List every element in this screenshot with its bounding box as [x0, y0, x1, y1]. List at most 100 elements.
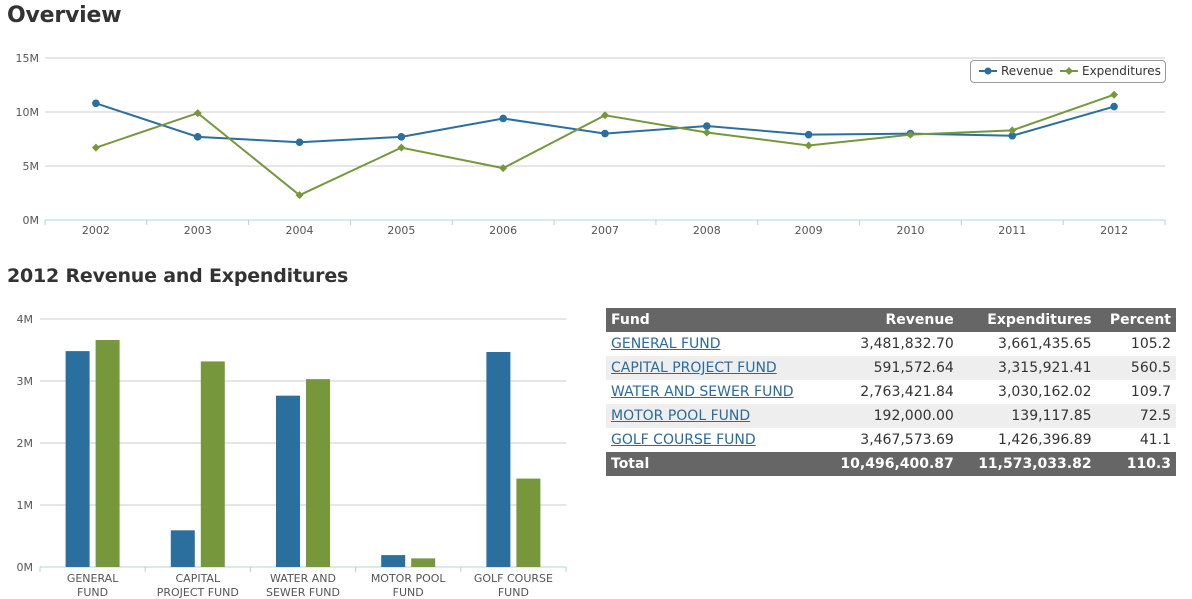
fund-link-capital-project[interactable]: CAPITAL PROJECT FUND	[611, 360, 777, 376]
legend-item-expenditures[interactable]: Expenditures	[1060, 64, 1161, 78]
data-point-expenditures	[1008, 126, 1017, 135]
fund-cell: WATER AND SEWER FUND	[606, 380, 821, 404]
y-tick-label: 4M	[17, 313, 34, 326]
expenditures-cell: 3,661,435.65	[998, 336, 1092, 352]
section-title: 2012 Revenue and Expenditures	[7, 265, 349, 287]
chart-legend[interactable]: Revenue Expenditures	[970, 60, 1166, 83]
data-point-expenditures	[1110, 90, 1119, 99]
x-tick-label: FUND	[77, 586, 108, 599]
revenue-cell: 591,572.64	[873, 360, 954, 376]
x-tick-label: CAPITAL	[175, 572, 220, 585]
x-tick-label: 2011	[998, 224, 1026, 237]
overview-line-chart: 0M 5M 10M 15M 2002 2003 2004 2005 2006 2007 2008 20…	[16, 52, 1166, 237]
expenditures-cell: 3,030,162.02	[998, 384, 1092, 400]
table-row: WATER AND SEWER FUND 2,763,421.84 3,030,…	[606, 380, 1176, 404]
bar-revenue	[381, 555, 406, 567]
bar-revenue	[276, 395, 300, 567]
data-point-revenue	[295, 138, 304, 147]
total-revenue: 10,496,400.87	[821, 452, 959, 476]
data-point-revenue	[397, 133, 406, 141]
fund-link-general[interactable]: GENERAL FUND	[611, 336, 721, 352]
revenue-cell: 192,000.00	[873, 408, 954, 424]
data-point-expenditures	[702, 128, 711, 137]
x-tick-label: 2010	[896, 224, 924, 237]
percent-cell: 72.5	[1139, 408, 1171, 424]
x-tick-label: PROJECT FUND	[157, 586, 239, 599]
fund-link-motor-pool[interactable]: MOTOR POOL FUND	[611, 408, 751, 424]
fund-cell: CAPITAL PROJECT FUND	[606, 356, 821, 380]
fund-table: Fund Revenue Expenditures Percent GENERA…	[606, 308, 1176, 476]
column-header-expenditures[interactable]: Expenditures	[958, 308, 1097, 332]
expenditures-legend-marker-icon	[1060, 67, 1078, 75]
x-tick-label: FUND	[393, 586, 424, 599]
data-point-expenditures	[906, 130, 915, 139]
x-tick-label: 2002	[82, 224, 110, 237]
data-point-revenue	[601, 129, 609, 138]
percent-cell: 109.7	[1130, 384, 1171, 400]
revenue-cell: 3,467,573.69	[860, 432, 954, 448]
x-tick-label: GENERAL	[67, 572, 119, 585]
legend-item-revenue[interactable]: Revenue	[979, 64, 1053, 78]
y-tick-label: 0M	[17, 561, 34, 574]
total-label: Total	[606, 452, 822, 476]
table-row: GOLF COURSE FUND 3,467,573.69 1,426,396.…	[606, 428, 1176, 452]
table-header-row: Fund Revenue Expenditures Percent	[606, 308, 1176, 332]
legend-label-expenditures: Expenditures	[1082, 64, 1161, 78]
total-expenditures: 11,573,033.82	[958, 452, 1097, 476]
series-line-expenditures	[95, 93, 1115, 197]
x-tick-label: 2007	[591, 224, 619, 237]
data-point-expenditures	[397, 143, 406, 152]
data-point-revenue	[1110, 102, 1118, 111]
x-tick-label: GOLF COURSE	[474, 572, 553, 585]
data-point-revenue	[499, 114, 507, 123]
data-point-revenue	[1008, 131, 1017, 140]
table-row: MOTOR POOL FUND 192,000.00 139,117.85 72…	[606, 404, 1176, 428]
x-tick-label: WATER AND	[270, 572, 336, 585]
x-tick-label: SEWER FUND	[266, 586, 340, 599]
x-tick-label: 2009	[795, 224, 823, 237]
revenue-cell: 3,481,832.70	[860, 336, 954, 352]
x-tick-label: 2008	[693, 224, 721, 237]
fund-cell: GENERAL FUND	[606, 332, 821, 356]
y-tick-label: 1M	[17, 499, 34, 512]
expenditures-cell: 1,426,396.89	[998, 432, 1092, 448]
data-point-expenditures	[804, 141, 813, 150]
y-tick-label: 5M	[23, 160, 40, 173]
revenue-cell: 2,763,421.84	[860, 384, 954, 400]
column-header-revenue[interactable]: Revenue	[821, 308, 959, 332]
x-tick-label: 2005	[387, 224, 415, 237]
bar-expenditures	[516, 478, 541, 567]
x-tick-label: FUND	[498, 586, 529, 599]
table-row: GENERAL FUND 3,481,832.70 3,661,435.65 1…	[606, 332, 1176, 356]
x-tick-label: 2004	[286, 224, 314, 237]
y-tick-label: 3M	[17, 375, 34, 388]
revenue-legend-marker-icon	[979, 67, 997, 75]
y-tick-label: 0M	[23, 214, 40, 227]
data-point-expenditures	[601, 111, 609, 120]
bar-expenditures	[411, 558, 436, 567]
data-point-revenue	[92, 99, 100, 108]
y-tick-label: 15M	[16, 52, 40, 65]
column-header-fund[interactable]: Fund	[606, 308, 822, 332]
percent-cell: 41.1	[1139, 432, 1171, 448]
fund-link-water-sewer[interactable]: WATER AND SEWER FUND	[611, 384, 794, 400]
data-point-revenue	[703, 122, 711, 130]
bar-revenue	[170, 530, 195, 567]
fund-cell: MOTOR POOL FUND	[606, 404, 821, 428]
bar-revenue	[65, 351, 90, 567]
fund-link-golf-course[interactable]: GOLF COURSE FUND	[611, 432, 756, 448]
table-row: CAPITAL PROJECT FUND 591,572.64 3,315,92…	[606, 356, 1176, 380]
x-tick-label: MOTOR POOL	[371, 572, 447, 585]
data-point-expenditures	[295, 191, 304, 200]
expenditures-cell: 3,315,921.41	[998, 360, 1092, 376]
bar-expenditures	[306, 379, 330, 567]
data-point-expenditures	[91, 143, 100, 152]
column-header-percent[interactable]: Percent	[1096, 308, 1176, 332]
bar-expenditures	[95, 339, 120, 567]
percent-cell: 560.5	[1130, 360, 1171, 376]
legend-label-revenue: Revenue	[1001, 64, 1054, 78]
data-point-expenditures	[193, 109, 202, 118]
data-point-revenue	[193, 133, 202, 141]
y-tick-label: 10M	[16, 106, 40, 119]
